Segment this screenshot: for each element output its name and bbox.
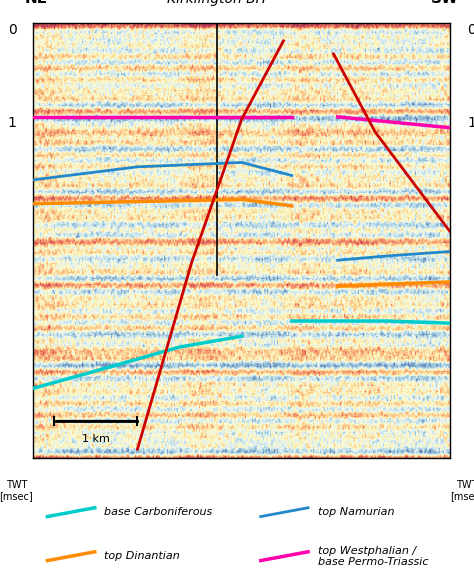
Text: 0: 0 — [467, 23, 474, 38]
Text: top Namurian: top Namurian — [318, 507, 394, 518]
Text: 0: 0 — [8, 23, 17, 38]
Text: top Dinantian: top Dinantian — [104, 551, 180, 562]
Text: base Carboniferous: base Carboniferous — [104, 507, 212, 518]
Text: 1: 1 — [467, 116, 474, 130]
Text: 1 km: 1 km — [82, 434, 109, 444]
Text: TWT
[msec]: TWT [msec] — [0, 480, 33, 501]
Text: TWT
[msec]: TWT [msec] — [450, 480, 474, 501]
Text: SW: SW — [431, 0, 459, 6]
Text: Kirklington BH: Kirklington BH — [167, 0, 266, 6]
Text: top Westphalian /
base Permo-Triassic: top Westphalian / base Permo-Triassic — [318, 546, 428, 567]
Text: NE: NE — [25, 0, 48, 6]
Text: 1: 1 — [8, 116, 17, 130]
